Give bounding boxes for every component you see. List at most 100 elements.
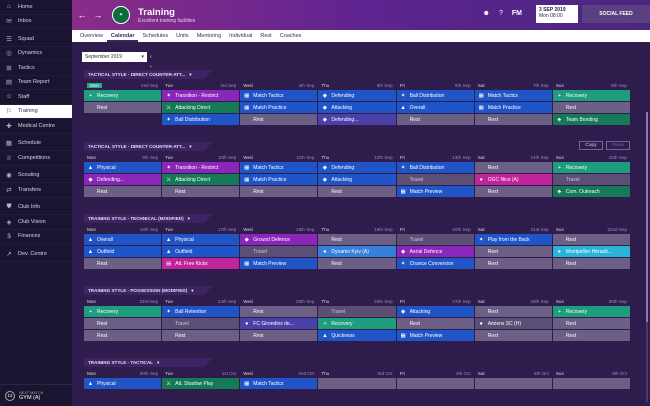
session-slot[interactable]: ▦ Match Tactics (474, 90, 552, 101)
session-slot[interactable]: ▦ Match Practice (240, 102, 318, 113)
sidebar-item-home[interactable]: ⌂ Home (0, 0, 72, 15)
week-training-style-dropdown[interactable]: TRAINING STYLE - TECHNICAL (MODIFIED) ▾ (84, 214, 212, 223)
session-slot[interactable]: Rest (396, 318, 474, 329)
session-slot[interactable]: Travel (318, 306, 396, 317)
session-slot[interactable]: + Recovery (318, 318, 396, 329)
sidebar-item-squad[interactable]: ☰ Squad (0, 32, 72, 47)
session-slot[interactable]: ▦ Match Tactics (240, 90, 318, 101)
session-slot[interactable]: Rest (84, 330, 162, 341)
session-slot[interactable]: ▲ Quickness (318, 330, 396, 341)
sidebar-item-tactics[interactable]: ⊞ Tactics (0, 61, 72, 76)
session-slot[interactable]: Rest (396, 114, 474, 125)
session-slot[interactable]: ✦ Ball Distribution (162, 114, 240, 125)
sidebar-item-finances[interactable]: $ Finances (0, 230, 72, 244)
session-slot[interactable]: + Recovery (84, 306, 162, 317)
session-slot[interactable]: Rest (240, 114, 318, 125)
tab-schedules[interactable]: Schedules (142, 33, 169, 39)
week-training-style-dropdown[interactable]: TACTICAL STYLE - DIRECT COUNTER-ATT... ▾ (84, 70, 212, 79)
session-slot[interactable] (318, 378, 396, 389)
session-slot[interactable]: Rest (552, 258, 630, 269)
session-slot[interactable]: ♣ Team Bonding (552, 114, 630, 125)
session-slot[interactable]: + Recovery (84, 90, 162, 101)
session-slot[interactable]: ◆ Attacking (396, 306, 474, 317)
session-slot[interactable]: + Recovery (552, 90, 630, 101)
date-continue-box[interactable]: 3 SEP 2019 Mon 08:00 (536, 5, 578, 23)
session-slot[interactable]: Rest (318, 234, 396, 245)
week-training-style-dropdown[interactable]: TRAINING STYLE - TACTICAL ▾ (84, 358, 212, 367)
session-slot[interactable]: ● OGC Nice (A) (474, 174, 552, 185)
session-slot[interactable]: ▦ Match Preview (240, 258, 318, 269)
session-slot[interactable]: ▦ Match Practice (474, 102, 552, 113)
session-slot[interactable]: Rest (474, 330, 552, 341)
month-nav-arrows[interactable]: ‹ › (150, 54, 152, 70)
session-slot[interactable]: ⚔ Attacking Direct (162, 102, 240, 113)
sidebar-item-team-report[interactable]: ▤ Team Report (0, 76, 72, 90)
session-slot[interactable]: ▤ Att. Free Kicks (162, 258, 240, 269)
next-match-panel[interactable]: 12 NEXT MATCH GYM (A) (0, 384, 72, 406)
social-feed-button[interactable]: SOCIAL FEED (582, 5, 650, 23)
session-slot[interactable]: Rest (474, 186, 552, 197)
sidebar-item-schedule[interactable]: ▦ Schedule (0, 137, 72, 151)
tab-individual[interactable]: Individual (229, 33, 253, 39)
session-slot[interactable]: ♣ Com. Outreach (552, 186, 630, 197)
session-slot[interactable] (474, 378, 552, 389)
session-slot[interactable]: ▦ Match Tactics (240, 162, 318, 173)
fm-menu[interactable]: FM (511, 10, 522, 17)
manager-icon[interactable]: ☻ (482, 10, 490, 17)
scrollbar-thumb[interactable] (646, 112, 648, 322)
tab-mentoring[interactable]: Mentoring (196, 33, 222, 39)
sidebar-item-dynamics[interactable]: ◎ Dynamics (0, 47, 72, 61)
session-slot[interactable]: ✦ Ball Distribution (396, 90, 474, 101)
tab-overview[interactable]: Overview (80, 33, 103, 39)
session-slot[interactable]: ◆ Defending (318, 90, 396, 101)
sidebar-item-dev-centre[interactable]: ↗ Dev. Centre (0, 247, 72, 262)
session-slot[interactable]: ▦ Match Tactics (240, 378, 318, 389)
session-slot[interactable]: Travel (396, 234, 474, 245)
session-slot[interactable]: Rest (318, 258, 396, 269)
session-slot[interactable]: ● FC Girondins de... (240, 318, 318, 329)
session-slot[interactable]: ◆ Aerial Defence (396, 246, 474, 257)
session-slot[interactable]: Rest (474, 306, 552, 317)
session-slot[interactable]: ▲ Outfield (84, 246, 162, 257)
sidebar-item-club-vision[interactable]: ◈ Club Vision (0, 215, 72, 230)
sidebar-item-training[interactable]: ⚐ Training (0, 104, 72, 119)
session-slot[interactable] (396, 378, 474, 389)
session-slot[interactable]: ⚔ Attacking Direct (162, 174, 240, 185)
session-slot[interactable]: ▲ Overall (396, 102, 474, 113)
session-slot[interactable]: ▦ Match Preview (396, 186, 474, 197)
session-slot[interactable]: Rest (474, 114, 552, 125)
session-slot[interactable]: Rest (84, 258, 162, 269)
session-slot[interactable]: Rest (474, 162, 552, 173)
session-slot[interactable]: Rest (552, 330, 630, 341)
tab-rest[interactable]: Rest (260, 33, 272, 39)
scrollbar[interactable] (646, 112, 648, 402)
sidebar-item-medical-centre[interactable]: ✚ Medical Centre (0, 119, 72, 134)
session-slot[interactable]: ✦ Transition - Restrict (162, 90, 240, 101)
month-selector[interactable]: September 2019 ▾ ‹ › (82, 52, 152, 70)
sidebar-item-inbox[interactable]: ✉ Inbox (0, 15, 72, 29)
session-slot[interactable]: + Recovery (552, 162, 630, 173)
paste-button[interactable]: Paste (606, 141, 630, 150)
help-icon[interactable]: ? (498, 10, 503, 17)
sidebar-item-transfers[interactable]: ⇄ Transfers (0, 183, 72, 198)
sidebar-item-staff[interactable]: ☺ Staff (0, 90, 72, 105)
session-slot[interactable]: ◆ Defending (318, 162, 396, 173)
session-slot[interactable]: ▲ Outfield (162, 246, 240, 257)
session-slot[interactable]: ◆ Defending... (84, 174, 162, 185)
session-slot[interactable]: ▦ Match Preview (396, 330, 474, 341)
session-slot[interactable]: ● Montpellier Hérault... (552, 246, 630, 257)
session-slot[interactable]: Rest (474, 258, 552, 269)
session-slot[interactable]: Rest (162, 330, 240, 341)
session-slot[interactable]: ▦ Match Practice (240, 174, 318, 185)
tab-coaches[interactable]: Coaches (279, 33, 302, 39)
session-slot[interactable]: ◆ Attacking (318, 102, 396, 113)
session-slot[interactable]: ◆ Defending... (318, 114, 396, 125)
session-slot[interactable]: Travel (552, 174, 630, 185)
session-slot[interactable]: ▲ Overall (84, 234, 162, 245)
session-slot[interactable]: Rest (162, 186, 240, 197)
copy-button[interactable]: Copy (579, 141, 603, 150)
session-slot[interactable] (552, 378, 630, 389)
club-crest-icon[interactable]: ✦ (112, 6, 130, 24)
session-slot[interactable]: ✦ Transition - Restrict (162, 162, 240, 173)
session-slot[interactable]: Travel (162, 318, 240, 329)
